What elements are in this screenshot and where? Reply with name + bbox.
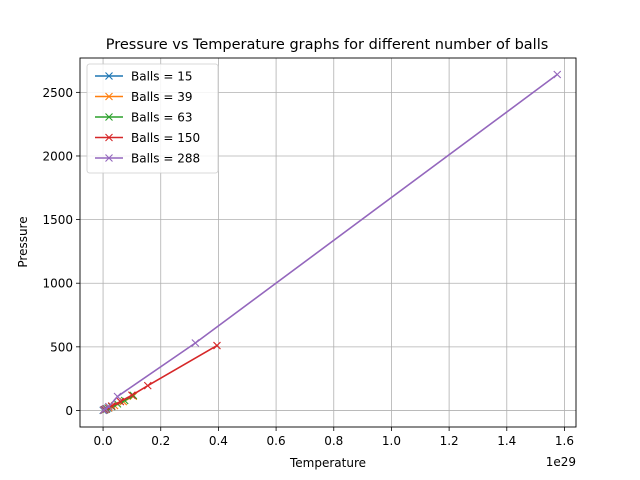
y-axis: 0 500 1000 1500 2000 2500 — [42, 86, 80, 418]
legend-marker — [105, 92, 113, 101]
legend-label: Balls = 39 — [131, 90, 192, 104]
legend-marker — [105, 72, 113, 80]
legend: Balls = 15 Balls = 39 Balls = 63 Balls = 15… — [86, 63, 219, 174]
data-point-marker — [107, 402, 116, 410]
data-point-marker — [213, 341, 221, 350]
data-point-marker — [143, 381, 152, 390]
y-axis-label: Pressure — [16, 216, 30, 267]
legend-item: Balls = 150 — [95, 131, 200, 145]
data-point-marker — [104, 402, 113, 411]
x-axis-offset-label: 1e29 — [546, 455, 576, 469]
x-axis: 0.0 0.2 0.4 0.6 0.8 1.0 1.2 1.4 1.6 — [94, 427, 574, 448]
series-layer — [99, 70, 562, 415]
x-axis-label: Temperature — [289, 456, 366, 470]
data-point-marker — [128, 391, 136, 400]
data-point-marker — [113, 392, 122, 401]
x-tick-label: 0.8 — [324, 434, 343, 448]
legend-item: Balls = 288 — [95, 152, 200, 166]
chart-title: Pressure vs Temperature graphs for diffe… — [106, 37, 549, 53]
legend-item: Balls = 39 — [95, 90, 192, 104]
legend-item: Balls = 15 — [95, 70, 192, 84]
x-tick-label: 0.2 — [151, 434, 170, 448]
legend-marker — [105, 154, 113, 162]
y-tick-label: 500 — [50, 340, 73, 354]
y-tick-label: 1000 — [42, 277, 73, 291]
data-point-marker — [116, 397, 125, 406]
plot-frame — [79, 57, 577, 428]
legend-label: Balls = 150 — [131, 131, 200, 145]
data-point-marker — [553, 70, 562, 79]
grid-lines — [80, 58, 576, 427]
x-tick-label: 1.0 — [382, 434, 401, 448]
legend-label: Balls = 15 — [131, 70, 192, 84]
legend-item: Balls = 63 — [95, 111, 192, 125]
data-point-marker — [101, 405, 110, 413]
x-tick-label: 1.4 — [497, 434, 516, 448]
y-tick-label: 0 — [65, 404, 73, 418]
y-tick-label: 2500 — [42, 86, 73, 100]
legend-marker — [105, 113, 113, 121]
data-point-marker — [191, 339, 200, 347]
x-tick-label: 0.4 — [209, 434, 228, 448]
legend-label: Balls = 63 — [131, 111, 192, 125]
x-tick-label: 0.0 — [94, 434, 113, 448]
x-tick-label: 0.6 — [267, 434, 286, 448]
legend-marker — [105, 133, 113, 142]
x-tick-label: 1.6 — [555, 434, 574, 448]
series-5 — [99, 70, 562, 414]
y-tick-label: 2000 — [42, 149, 73, 163]
y-tick-label: 1500 — [42, 213, 73, 227]
x-tick-label: 1.2 — [440, 434, 459, 448]
legend-box — [86, 63, 219, 174]
legend-label: Balls = 288 — [131, 152, 200, 166]
